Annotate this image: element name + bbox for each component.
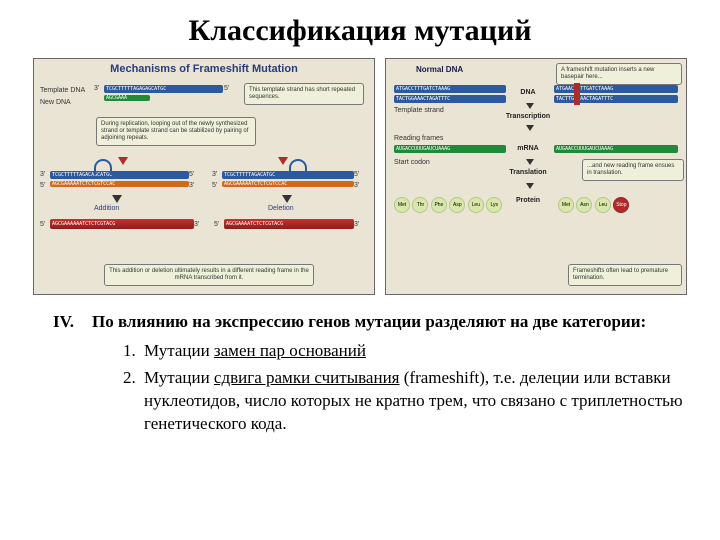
normal-dna-title: Normal DNA (416, 65, 463, 74)
seq-mid-left-bot: AGCGAAAAATCTCTCGTCCAC (50, 181, 189, 187)
text-block: IV. По влиянию на экспрессию генов мутац… (28, 311, 692, 436)
item1-underlined: замен пар оснований (214, 341, 366, 360)
start-codon-label: Start codon (394, 159, 430, 166)
seq-final-right: AGCGAAAATCTCTCGTACG (224, 219, 354, 229)
addition-label: Addition (94, 205, 119, 212)
aa: Leu (468, 197, 484, 213)
item1-pre: Мутации (144, 341, 214, 360)
aa-stop: Stop (613, 197, 629, 213)
left-panel-title: Mechanisms of Frameshift Mutation (34, 63, 374, 75)
seq-final-left: AGCGAAAAAATCTCTCGTACG (50, 219, 194, 229)
callout-insert: A frameshift mutation inserts a new base… (556, 63, 682, 85)
stage-protein: Protein (506, 197, 550, 204)
template-dna-label: Template DNA (40, 87, 85, 94)
aa: Asp (449, 197, 465, 213)
aa: Lys (486, 197, 502, 213)
item2-underlined: сдвига рамки считывания (214, 368, 400, 387)
dna-top-right: ATGAACCTTTGATCTAAAG (554, 85, 678, 93)
stage-translation: Translation (502, 169, 554, 176)
end-3prime: 3' (94, 85, 99, 92)
arrow-2-left (526, 125, 534, 131)
aa: Asn (576, 197, 592, 213)
callout-new-frame: ...and new reading frame ensues in trans… (582, 159, 684, 181)
mrna-right: AUGAACCUUUGAUCUAAAG (554, 145, 678, 153)
dna-bot-right: TACTTGGAAACTAGATTTC (554, 95, 678, 103)
item2-pre: Мутации (144, 368, 214, 387)
arrow-addition (112, 195, 122, 203)
item-1: Мутации замен пар оснований (140, 340, 692, 363)
stage-mrna: mRNA (506, 145, 550, 152)
end-5prime: 5' (224, 85, 229, 92)
arrow-to-addition (118, 157, 128, 165)
aa: Met (394, 197, 410, 213)
loop-left (94, 159, 112, 175)
seq-template-top: TCGCTTTTTAGAGAGCATGC (104, 85, 223, 93)
seq-mid-left-top: TCGCTTTTTAGACAGCATGC (50, 171, 189, 179)
arrow-1-left (526, 103, 534, 109)
insertion-marker (574, 83, 580, 105)
aa-row-left: Met Thr Phe Asp Leu Lys (394, 193, 500, 213)
new-dna-label: New DNA (40, 99, 71, 106)
seq-mid-right-top: TCGCTTTTTAGACATGC (222, 171, 354, 179)
callout-result: This addition or deletion ultimately res… (104, 264, 314, 286)
callout-premature: Frameshifts often lead to premature term… (568, 264, 682, 286)
frameshift-mechanism-panel: Mechanisms of Frameshift Mutation Templa… (33, 58, 375, 295)
template-strand-label: Template strand (394, 107, 444, 114)
dna-bot-left: TACTGGAAACTAGATTTC (394, 95, 506, 103)
deletion-label: Deletion (268, 205, 294, 212)
dna-top-left: ATGACCTTTGATCTAAAG (394, 85, 506, 93)
aa: Leu (595, 197, 611, 213)
aa: Thr (412, 197, 428, 213)
seq-mid-right-bot: AGCGAAAAATCTCTCGTCCAC (222, 181, 354, 187)
seq-new-top: AGCGAAA (104, 95, 150, 101)
mrna-left: AUGACCUUUGAUCUAAAG (394, 145, 506, 153)
callout-looping: During replication, looping out of the n… (96, 117, 256, 146)
figure-row: Mechanisms of Frameshift Mutation Templa… (28, 58, 692, 295)
aa: Phe (431, 197, 447, 213)
aa: Met (558, 197, 574, 213)
arrow-to-deletion (278, 157, 288, 165)
arrow-4 (526, 183, 534, 189)
lead-sentence: По влиянию на экспрессию генов мутации р… (92, 311, 692, 334)
callout-short-repeat: This template strand has short repeated … (244, 83, 364, 105)
page-title: Классификация мутаций (28, 14, 692, 48)
stage-transcription: Transcription (498, 113, 558, 120)
roman-numeral: IV. (28, 311, 92, 334)
stage-dna: DNA (506, 89, 550, 96)
arrow-deletion (282, 195, 292, 203)
aa-row-right: Met Asn Leu Stop (558, 193, 627, 213)
loop-right (289, 159, 307, 175)
item-2: Мутации сдвига рамки считывания (framesh… (140, 367, 692, 436)
frameshift-effect-panel: Normal DNA A frameshift mutation inserts… (385, 58, 687, 295)
reading-frames-label: Reading frames (394, 135, 443, 142)
arrow-3 (526, 159, 534, 165)
